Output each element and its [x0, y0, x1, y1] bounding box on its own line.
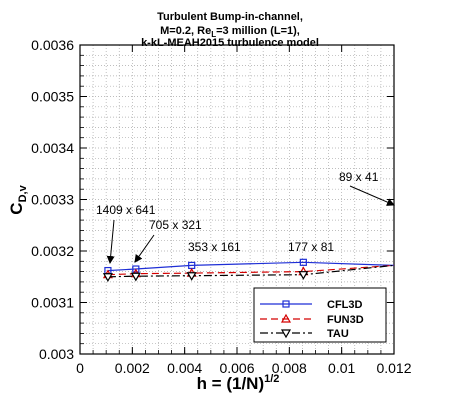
- legend-box: [253, 287, 387, 343]
- annotation-arrow-1409x641: [106, 219, 115, 264]
- y-axis-title-main: C: [7, 202, 26, 214]
- y-tick-label: 0.0032: [31, 243, 74, 259]
- y-tick-label: 0.0033: [31, 192, 74, 208]
- x-tick-label: 0.002: [115, 360, 150, 376]
- x-tick-label: 0.01: [328, 360, 355, 376]
- annotation-1409x641: 1409 x 641: [96, 203, 156, 217]
- legend-marker-fun3d: [280, 313, 292, 323]
- data-point-cfl3d: [132, 265, 140, 273]
- annotation-705x321: 705 x 321: [149, 218, 202, 232]
- legend-marker-tau: [280, 329, 292, 339]
- x-axis-title: h = (1/N)1/2: [197, 373, 280, 393]
- annotations: 1409 x 641 705 x 321 353 x 161 177 x 81 …: [96, 170, 395, 264]
- legend-label-tau: TAU: [327, 328, 349, 340]
- grid: [80, 45, 394, 354]
- y-tick-label: 0.0034: [31, 140, 74, 156]
- series: [102, 258, 395, 282]
- y-tick-label: 0.003: [39, 346, 74, 362]
- y-axis-title-subscript: D,v: [17, 184, 29, 202]
- annotation-arrow-89x41: [349, 185, 395, 206]
- legend-label-cfl3d: CFL3D: [327, 299, 363, 311]
- y-axis-title: CD,v: [7, 184, 29, 214]
- x-tick-label: 0.006: [219, 360, 254, 376]
- y-tick-label: 0.0035: [31, 89, 74, 105]
- series-line-tau: [107, 264, 395, 278]
- title-line-2-start: M=0.2, Re: [160, 25, 211, 37]
- legend: CFL3D FUN3D TAU: [253, 287, 387, 343]
- data-point-tau: [186, 272, 197, 281]
- title-line-1: Turbulent Bump-in-channel,: [157, 11, 303, 23]
- chart-title: Turbulent Bump-in-channel, M=0.2, ReL=3 …: [141, 11, 319, 49]
- annotation-353x161: 353 x 161: [188, 240, 241, 254]
- y-tick-label: 0.0031: [31, 295, 74, 311]
- tick-labels: 0 0.002 0.004 0.006 0.008 0.01 0.012 0.003 0.003…: [31, 37, 412, 376]
- x-tick-label: 0.004: [167, 360, 202, 376]
- data-point-tau: [130, 272, 141, 282]
- title-line-3: k-kL-MEAH2015 turbulence model: [141, 37, 319, 49]
- x-axis-title-superscript: 1/2: [264, 373, 279, 385]
- x-tick-label: 0.012: [376, 360, 411, 376]
- y-tick-label: 0.0036: [31, 37, 74, 53]
- annotation-arrow-705x321: [134, 234, 155, 263]
- series-line-cfl3d: [107, 261, 395, 272]
- title-line-2-end: =3 million (L=1),: [216, 25, 300, 37]
- x-axis-title-main: h = (1/N): [197, 374, 265, 393]
- annotation-177x81: 177 x 81: [288, 240, 334, 254]
- data-point-tau: [102, 273, 113, 282]
- title-line-2: M=0.2, ReL=3 million (L=1),: [160, 25, 300, 39]
- data-point-tau: [298, 271, 309, 280]
- annotation-89x41: 89 x 41: [339, 170, 379, 184]
- legend-label-fun3d: FUN3D: [327, 314, 364, 326]
- legend-marker-cfl3d: [282, 300, 290, 308]
- x-tick-label: 0: [76, 360, 84, 376]
- x-tick-label: 0.008: [272, 360, 307, 376]
- title-re-subscript: L: [211, 30, 216, 39]
- data-point-cfl3d: [299, 258, 307, 266]
